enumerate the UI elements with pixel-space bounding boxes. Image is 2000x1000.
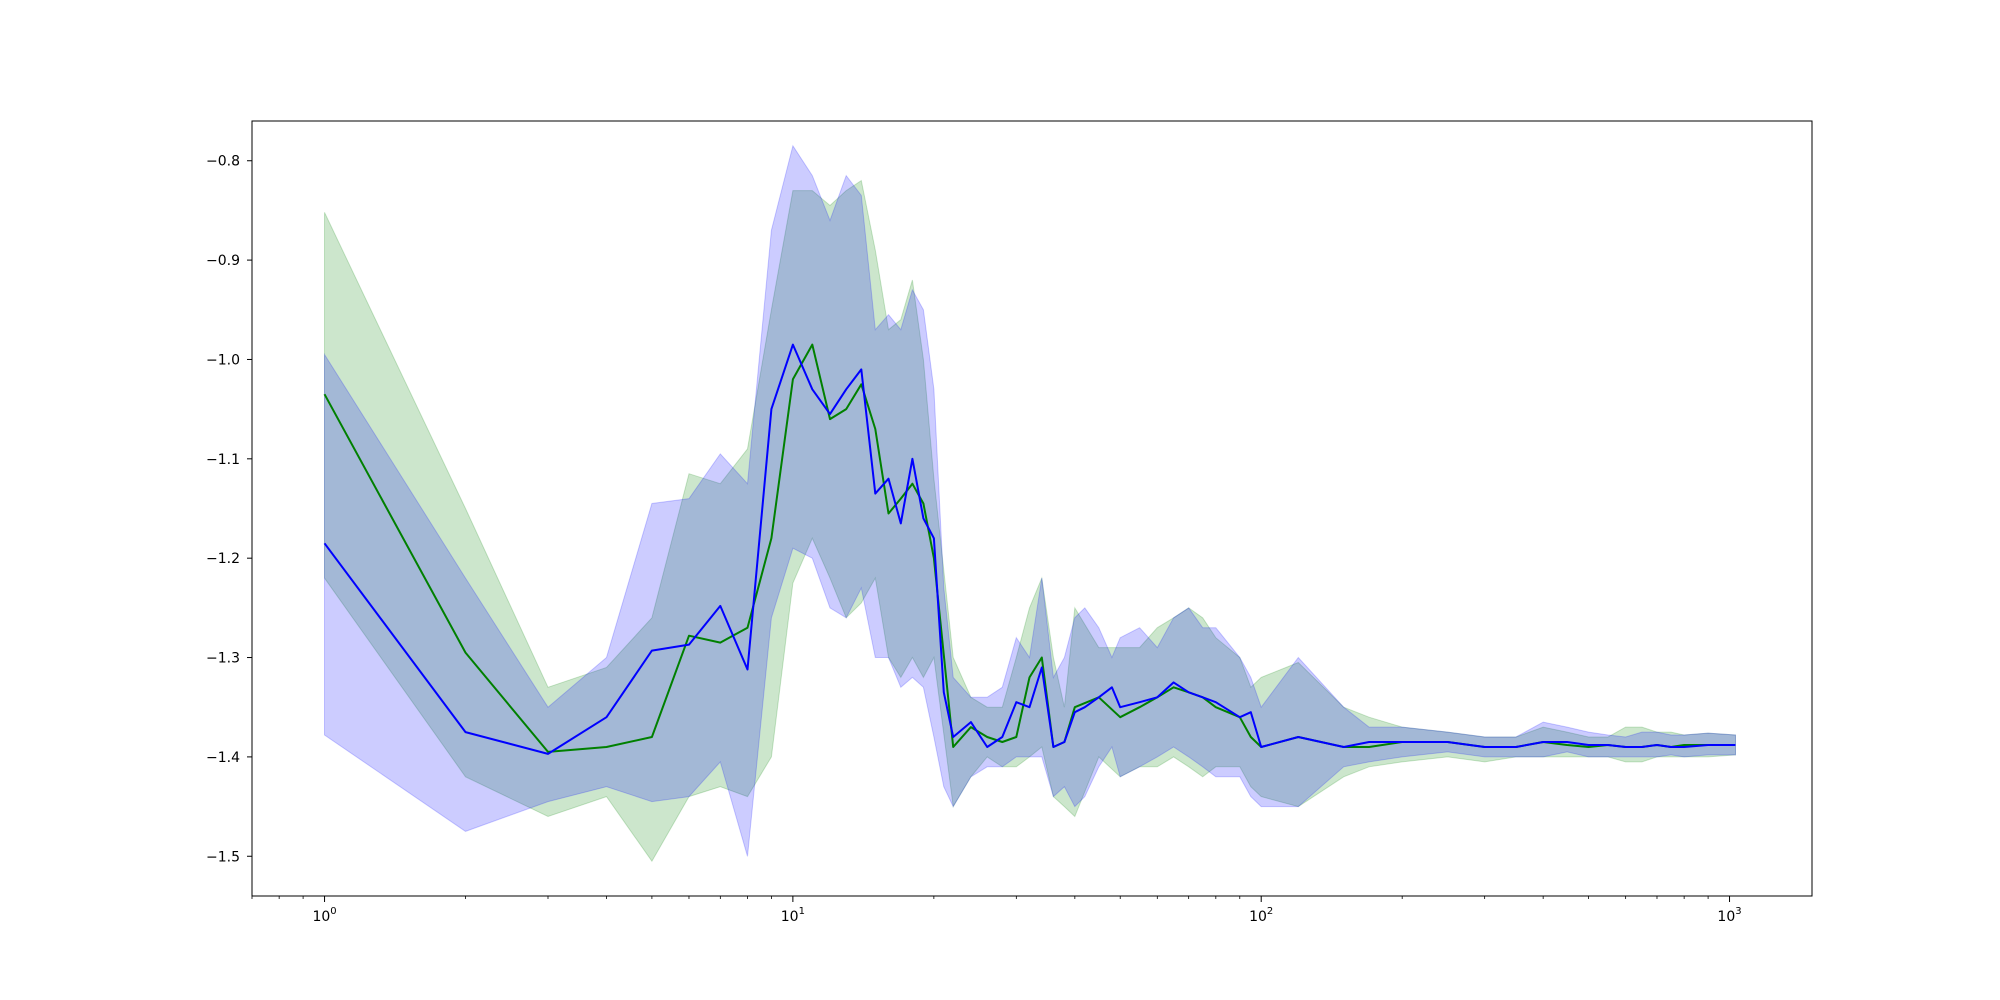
y-tick-label: −1.1 xyxy=(206,452,240,468)
x-tick-label: 103 xyxy=(1717,906,1741,925)
y-axis: −0.8 −0.9 −1.0 −1.1 −1.2 −1.3 −1.4 −1.5 xyxy=(206,154,252,865)
series-2-line xyxy=(323,343,1736,755)
y-tick-label: −1.5 xyxy=(206,849,240,865)
x-tick-label: 101 xyxy=(781,906,805,925)
x-tick-label: 102 xyxy=(1249,906,1273,925)
y-tick-label: −0.9 xyxy=(206,253,240,269)
y-tick-label: −1.4 xyxy=(206,750,240,766)
y-tick-label: −1.0 xyxy=(206,352,240,368)
series-2-band xyxy=(324,144,1736,857)
x-axis: 100 101 102 103 xyxy=(251,896,1742,925)
x-tick-label: 100 xyxy=(312,906,336,925)
series-lines xyxy=(323,343,1736,755)
y-tick-label: −1.2 xyxy=(206,551,240,567)
plot-frame xyxy=(251,120,1813,897)
confidence-bands xyxy=(324,144,1736,863)
series-1-band xyxy=(324,179,1736,863)
y-tick-label: −0.8 xyxy=(206,154,240,170)
y-tick-label: −1.3 xyxy=(206,651,240,667)
